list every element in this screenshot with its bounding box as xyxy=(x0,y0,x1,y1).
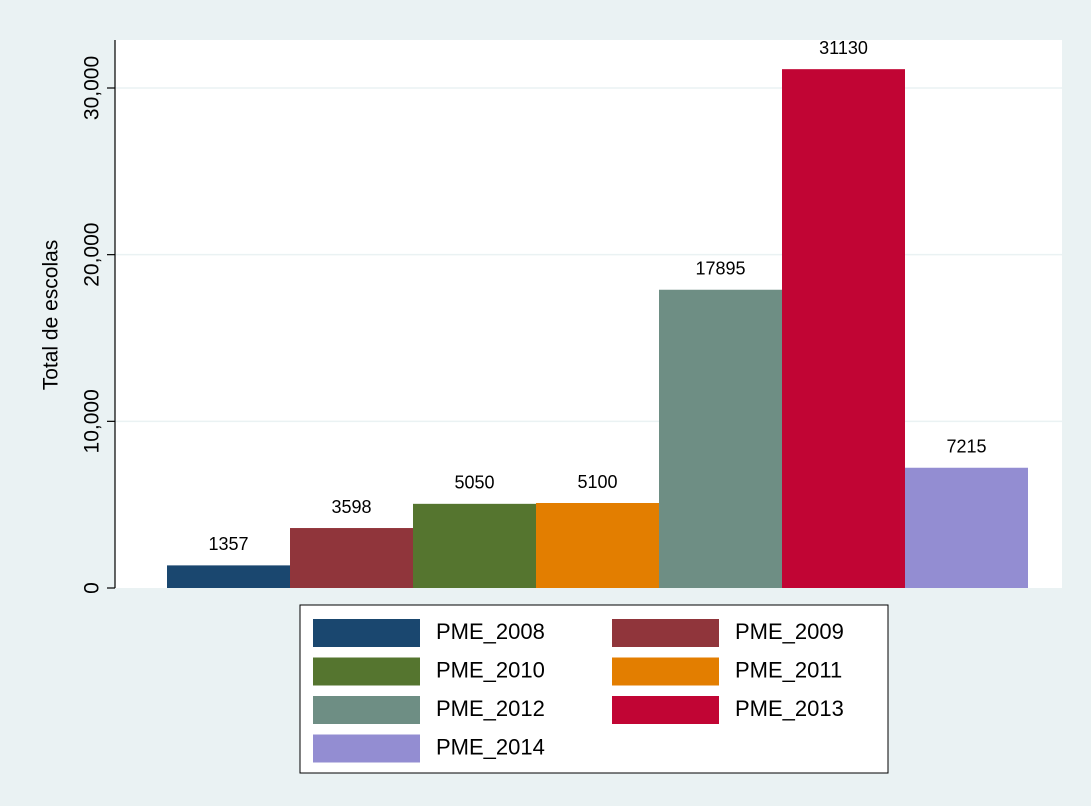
data-label: 17895 xyxy=(695,259,745,279)
bar xyxy=(413,503,536,588)
data-label: 1357 xyxy=(208,534,248,554)
y-axis-label: Total de escolas xyxy=(40,240,63,391)
y-tick-label: 10,000 xyxy=(81,389,104,453)
bar xyxy=(782,69,905,588)
legend-swatch xyxy=(313,696,420,724)
legend-label: PME_2010 xyxy=(436,657,545,682)
legend-label: PME_2012 xyxy=(436,696,545,721)
y-tick-label: 0 xyxy=(81,582,104,594)
legend-swatch xyxy=(612,657,719,686)
data-label: 3598 xyxy=(331,497,371,517)
y-tick-label: 20,000 xyxy=(81,223,104,287)
legend-label: PME_2008 xyxy=(436,619,545,644)
data-label: 5050 xyxy=(454,473,494,493)
bar xyxy=(167,565,290,588)
legend-label: PME_2011 xyxy=(735,657,842,682)
legend-swatch xyxy=(313,619,420,647)
y-tick-label: 30,000 xyxy=(81,56,104,120)
bar xyxy=(659,289,782,588)
legend-swatch xyxy=(313,657,420,686)
legend-swatch xyxy=(612,619,719,647)
legend-swatch xyxy=(612,696,719,724)
legend-label: PME_2013 xyxy=(735,696,844,721)
legend-swatch xyxy=(313,734,420,763)
bar xyxy=(290,528,413,588)
data-label: 5100 xyxy=(577,472,617,492)
data-label: 31130 xyxy=(819,38,868,58)
bar xyxy=(536,503,659,588)
data-label: 7215 xyxy=(946,437,986,457)
bar xyxy=(905,467,1028,588)
legend-label: PME_2009 xyxy=(735,619,844,644)
legend-label: PME_2014 xyxy=(436,734,545,759)
